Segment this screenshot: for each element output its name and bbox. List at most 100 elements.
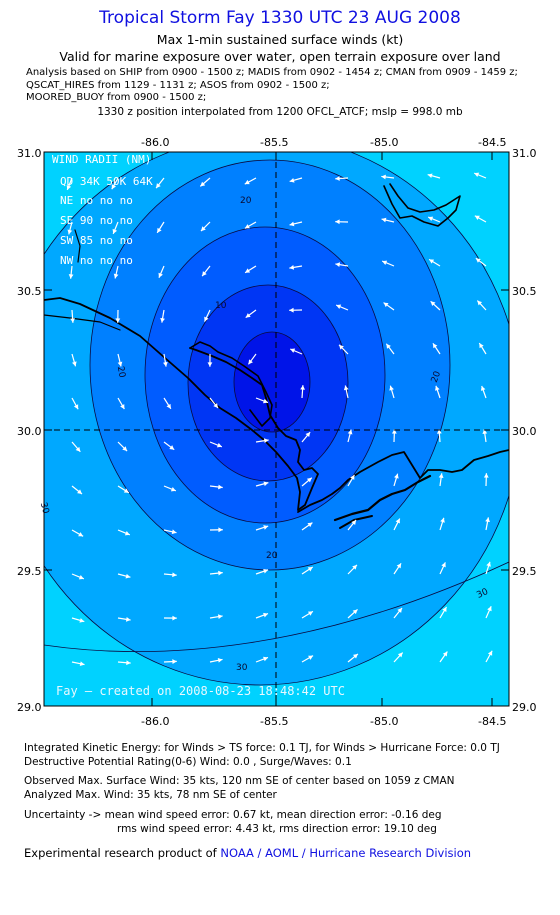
- wind-arrow-head: [397, 652, 403, 658]
- contour-line: [44, 561, 509, 652]
- credit-prefix: Experimental research product of: [24, 846, 217, 860]
- contour-label: 20: [430, 370, 443, 384]
- wind-arrow-head: [308, 655, 314, 660]
- wind-arrow-head: [350, 474, 355, 480]
- noaa-aoml-link[interactable]: NOAA / AOML / Hurricane Research Divisio…: [220, 846, 472, 860]
- lake-seminole: [383, 183, 461, 227]
- wind-arrow-head: [125, 573, 131, 579]
- wind-arrow-head: [263, 612, 269, 618]
- lon-tick-label: -85.5: [260, 715, 288, 728]
- wind-arrow-head: [207, 362, 213, 367]
- wind-arrow-head: [120, 404, 125, 410]
- wind-arrow-head: [352, 564, 357, 570]
- wind-arrow-head: [158, 272, 163, 278]
- wind-arrow-head: [117, 361, 123, 367]
- wind-arrow-head: [307, 522, 313, 528]
- wind-arrow-head: [217, 657, 223, 663]
- wind-arrow-head: [474, 215, 480, 220]
- observed-max-wind-line: Observed Max. Surface Wind: 35 kts, 120 …: [24, 775, 455, 787]
- wind-arrow-head: [200, 181, 206, 187]
- wind-arrow-head: [474, 172, 480, 178]
- contour-label: 20: [266, 551, 278, 561]
- wind-arrow-head: [487, 606, 492, 612]
- wind-arrow-head: [486, 561, 491, 567]
- lat-tick-label: 30.0: [512, 425, 537, 438]
- wind-arrow-head: [68, 274, 74, 279]
- wind-arrow-head: [125, 616, 131, 622]
- lat-tick-label: 29.5: [512, 565, 537, 578]
- wind-arrow-head: [202, 271, 207, 277]
- map-subtitle-exposure: Valid for marine exposure over water, op…: [59, 49, 501, 64]
- wind-arrow-head: [169, 445, 175, 450]
- wind-arrow-head: [263, 656, 268, 662]
- wind-contour-lines: [44, 152, 509, 686]
- wind-arrow-head: [115, 318, 121, 323]
- wind-arrow-head: [171, 529, 177, 535]
- wind-arrow-head: [77, 489, 83, 494]
- wind-radii-row: SE 90 no no: [60, 214, 133, 227]
- wind-arrow-head: [487, 650, 493, 656]
- lat-tick-label: 31.0: [512, 147, 537, 160]
- wind-arrow-head: [79, 661, 85, 667]
- analysis-line: QSCAT_HIRES from 1129 - 1131 z; ASOS fro…: [26, 79, 330, 91]
- coastline: [44, 183, 509, 529]
- wind-arrow-head: [353, 653, 358, 659]
- wind-arrow-head: [245, 313, 251, 318]
- wind-arrow-head: [112, 228, 118, 234]
- wind-arrow-head: [347, 429, 353, 435]
- wind-arrow-head: [483, 473, 489, 478]
- lon-tick-label: -86.0: [141, 715, 169, 728]
- wind-arrow-head: [343, 385, 349, 391]
- wind-arrow-head: [442, 606, 447, 612]
- lon-tick-label: -84.5: [478, 136, 506, 149]
- lat-tick-label: 30.0: [17, 425, 42, 438]
- wind-arrows: [66, 172, 493, 667]
- wind-arrow-head: [245, 268, 251, 273]
- lat-tick-label: 30.5: [512, 285, 537, 298]
- wind-arrow-head: [72, 361, 77, 367]
- wind-arrow-head: [396, 563, 402, 569]
- contour-label: 20: [240, 196, 252, 206]
- wind-arrow-head: [382, 260, 388, 265]
- wind-arrow-head: [172, 615, 177, 621]
- wind-arrow-head: [335, 262, 341, 268]
- wind-arrow-head: [78, 574, 84, 580]
- destructive-potential-line: Destructive Potential Rating(0-6) Wind: …: [24, 756, 352, 768]
- wind-arrow-head: [441, 562, 446, 568]
- lon-tick-label: -84.5: [478, 715, 506, 728]
- wind-arrow-head: [307, 567, 313, 572]
- wind-arrow-head: [432, 343, 438, 349]
- wind-arrow-head: [436, 429, 442, 434]
- wind-arrow-head: [244, 224, 250, 229]
- wind-arrow-head: [73, 404, 79, 410]
- map-creation-stamp: Fay — created on 2008-08-23 18:48:42 UTC: [56, 684, 345, 698]
- wind-arrow-head: [351, 520, 357, 525]
- wind-arrow-head: [428, 216, 434, 222]
- wind-arrow-head: [70, 318, 76, 323]
- coastline-island: [339, 515, 373, 529]
- wind-arrow-head: [200, 226, 206, 232]
- river-outline: [74, 229, 81, 263]
- wind-arrow-head: [290, 348, 296, 353]
- wind-arrow-head: [429, 259, 435, 264]
- wind-arrow-head: [124, 530, 130, 536]
- axis-ticks: [44, 152, 509, 706]
- wind-arrow-head: [263, 481, 269, 487]
- wind-map: 20 10 20 20 20 30 30 30 -86.0: [17, 136, 537, 728]
- analysis-line: MOORED_BUOY from 0900 - 1500 z;: [26, 92, 207, 103]
- lat-tick-label: 29.0: [17, 701, 42, 714]
- wind-arrow-head: [123, 488, 129, 493]
- wind-arrow-head: [75, 446, 81, 452]
- wind-arrow-head: [381, 174, 386, 180]
- lon-tick-label: -85.5: [260, 136, 288, 149]
- wind-arrow-head: [300, 385, 305, 390]
- contour-line: [233, 331, 311, 433]
- wind-arrow-head: [78, 532, 84, 537]
- wind-arrow-head: [218, 527, 223, 533]
- wind-arrow-head: [172, 659, 177, 664]
- axis-labels: -86.0 -85.5 -85.0 -84.5 -86.0 -85.5 -85.…: [17, 136, 537, 728]
- uncertainty-line-2: rms wind speed error: 4.43 kt, rms direc…: [117, 823, 437, 835]
- wind-arrow-head: [218, 484, 223, 490]
- wind-radii-title: WIND RADII (NM): [52, 153, 151, 166]
- wind-arrow-head: [111, 184, 117, 190]
